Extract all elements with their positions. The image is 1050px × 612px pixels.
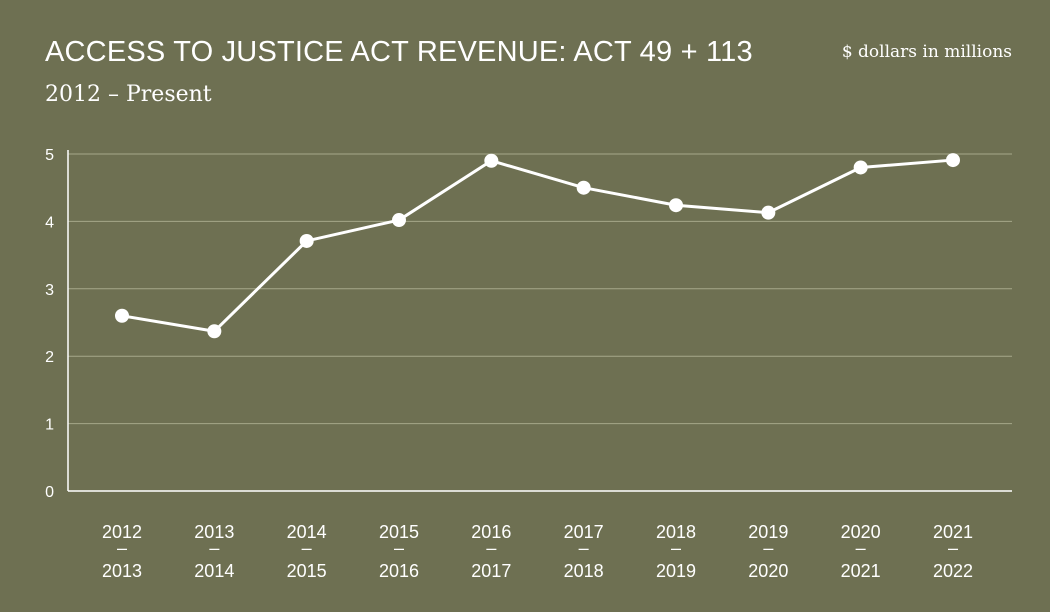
x-tick-label-2016-2017: 2016–2017 [471,522,511,581]
chart-subtitle: 2012 – Present [45,82,212,107]
data-point-2018 [669,198,683,213]
x-tick-label-2013-2014: 2013–2014 [194,522,234,581]
data-point-2020 [853,160,868,175]
x-tick-label-2014-2015: 2014–2015 [287,522,327,581]
data-point-2019 [761,205,776,220]
x-tick-label-2019-2020: 2019–2020 [748,522,788,581]
data-point-2017 [576,180,591,195]
x-tick-label-2015-2016: 2015–2016 [379,522,419,581]
data-point-2015 [392,213,406,228]
data-point-2014 [299,233,314,248]
y-tick-label-3: 3 [45,282,54,299]
y-tick-label-1: 1 [45,417,54,434]
data-point-2021 [946,153,960,168]
chart-title: ACCESS TO JUSTICE ACT REVENUE: ACT 49 + … [45,36,753,68]
data-point-2012 [115,308,129,323]
units-note: $ dollars in millions [841,42,1012,62]
x-tick-label-2018-2019: 2018–2019 [656,522,696,581]
x-tick-label-2017-2018: 2017–2018 [564,522,604,581]
y-tick-label-2: 2 [45,349,54,366]
data-point-2013 [207,324,222,339]
series-line [121,158,954,333]
x-tick-label-2020-2021: 2020–2021 [841,522,881,581]
x-tick-label-2021-2022: 2021–2022 [933,522,973,581]
y-tick-label-4: 4 [45,214,54,231]
y-tick-label-0: 0 [45,484,54,501]
y-tick-label-5: 5 [45,147,54,164]
x-tick-label-2012-2013: 2012–2013 [102,522,142,581]
data-point-2016 [484,153,499,168]
